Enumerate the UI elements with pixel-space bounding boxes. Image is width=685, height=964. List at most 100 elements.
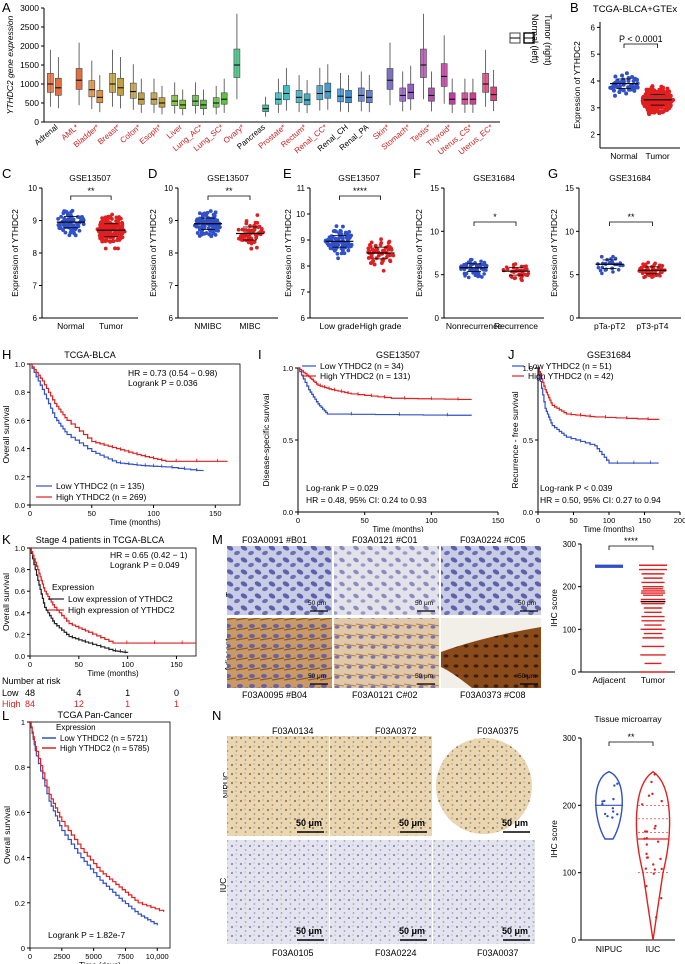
km-ytick-label: 1.0 bbox=[15, 360, 25, 369]
n-dot-iuc bbox=[653, 773, 656, 776]
dot-group2 bbox=[249, 241, 254, 246]
j-hr: HR = 0.50, 95% CI: 0.27 to 0.94 bbox=[540, 495, 661, 505]
m-ytick-label: 100 bbox=[563, 625, 577, 634]
dot-group2 bbox=[105, 238, 109, 243]
panel-label-d: D bbox=[148, 166, 158, 181]
dot-group1 bbox=[482, 272, 486, 276]
km-ytick-label: 0.0 bbox=[15, 501, 25, 510]
n-ytick-label: 100 bbox=[563, 869, 577, 878]
dot-group1 bbox=[208, 229, 213, 233]
ytick-label: 6 bbox=[33, 314, 38, 323]
dot-group1 bbox=[66, 211, 70, 216]
panel-m: F03A0091 #B01 F03A0121 #C01 F03A0224 #C0… bbox=[212, 532, 685, 708]
ytick-label: 8 bbox=[33, 249, 38, 258]
dot-group2 bbox=[511, 266, 516, 270]
m-top-id-2: F03A0121 #C01 bbox=[352, 535, 418, 545]
km-ytick-label: 0.5 bbox=[283, 436, 293, 445]
dot-group2 bbox=[103, 246, 108, 251]
x-category-label: Recurrence bbox=[494, 321, 538, 331]
a-box bbox=[482, 73, 489, 93]
dot-group1 bbox=[604, 267, 609, 272]
n-top-id-3: F03A0375 bbox=[477, 726, 519, 736]
i-legend-low: Low YTHDC2 (n = 34) bbox=[320, 361, 404, 371]
panel-label-c: C bbox=[2, 166, 12, 181]
km-xtick-label: 7500 bbox=[117, 952, 134, 961]
a-box bbox=[171, 94, 179, 106]
dot-group2 bbox=[659, 90, 664, 95]
dot-group1 bbox=[336, 256, 340, 261]
km-xtick-label: 100 bbox=[603, 516, 616, 525]
k-risk-low-count: 4 bbox=[76, 688, 81, 698]
dot-group1 bbox=[197, 211, 202, 216]
l-legend-title: Expression bbox=[56, 723, 96, 732]
a-ytick-label: 0 bbox=[34, 117, 39, 127]
panel-e-scatter: GSE13507 6 7 8 9 10 11 Expression of YTHDC2 Low … bbox=[283, 173, 408, 331]
dot-group2 bbox=[257, 224, 262, 229]
n-dot-nipuc bbox=[611, 816, 614, 819]
dot-group2 bbox=[254, 234, 259, 238]
k-risk-low-count: 48 bbox=[25, 688, 35, 698]
dot-group1 bbox=[56, 216, 61, 221]
n-dot-nipuc bbox=[603, 799, 606, 803]
dot-group1 bbox=[67, 233, 72, 238]
dot-group1 bbox=[335, 251, 340, 256]
dot-group2 bbox=[663, 101, 668, 106]
l-logrank: Logrank P = 1.82e-7 bbox=[48, 930, 125, 940]
y-axis-label: Expression of YTHDC2 bbox=[414, 209, 424, 297]
plot-title: GSE13507 bbox=[69, 173, 111, 183]
dot-group2 bbox=[366, 246, 371, 251]
dot-group2 bbox=[642, 275, 646, 280]
ytick-label: 9 bbox=[301, 236, 306, 245]
dot-group1 bbox=[202, 211, 207, 216]
a-box bbox=[295, 90, 303, 104]
dot-group2 bbox=[247, 237, 252, 242]
km-ylabel: Overall survival bbox=[1, 405, 11, 463]
m-scale-5: 50 μm bbox=[415, 673, 434, 680]
km-ytick-label: 0.0 bbox=[523, 508, 533, 517]
dot-group1 bbox=[598, 268, 603, 273]
dot-group2 bbox=[376, 253, 381, 258]
dot-group1 bbox=[210, 218, 215, 223]
ytick-label: 11 bbox=[297, 184, 306, 193]
dot-group2 bbox=[106, 223, 111, 228]
a-box bbox=[47, 73, 54, 93]
n-scale-1: 50 μm bbox=[296, 818, 323, 828]
dot-group2 bbox=[381, 259, 385, 263]
k-legend-high: High expression of YTHDC2 bbox=[68, 605, 175, 615]
dot-group2 bbox=[391, 253, 396, 258]
dot-group1 bbox=[626, 79, 631, 84]
n-violin-iuc bbox=[635, 770, 671, 941]
dot-group2 bbox=[659, 84, 664, 89]
sig-bracket bbox=[70, 195, 112, 200]
km-ytick-label: 1.0 bbox=[523, 364, 533, 373]
x-category-label: Low grade bbox=[320, 321, 360, 331]
n-dot-iuc bbox=[644, 867, 648, 870]
dot-group1 bbox=[613, 256, 618, 261]
dot-group2 bbox=[108, 232, 113, 237]
n-img-iuc-2 bbox=[330, 840, 432, 944]
dot-group2 bbox=[667, 102, 672, 107]
km-xtick-label: 50 bbox=[360, 516, 368, 525]
dot-group2 bbox=[244, 228, 248, 232]
panel-label-g: G bbox=[548, 166, 559, 181]
dot-group1 bbox=[69, 210, 74, 214]
legend-normal-left: Normal (left) bbox=[530, 14, 540, 64]
dot-group2 bbox=[388, 259, 393, 264]
n-top-id-2: F03A0372 bbox=[375, 726, 417, 736]
n-dot-iuc bbox=[652, 872, 655, 875]
n-scale-3: 50 μm bbox=[502, 818, 529, 828]
n-ytick-label: 0 bbox=[572, 936, 577, 945]
km-ytick-label: 1 bbox=[21, 718, 25, 727]
legend-tumor-right: Tumor (right) bbox=[543, 14, 553, 66]
n-dot-nipuc bbox=[613, 784, 616, 787]
l-legend-low: Low YTHDC2 (n = 5721) bbox=[60, 734, 148, 743]
km-curve-low bbox=[538, 367, 659, 464]
m-img-adjacent-2 bbox=[334, 618, 439, 688]
km-ytick-label: 0.2 bbox=[15, 899, 25, 908]
km-xtick-label: 150 bbox=[492, 516, 505, 525]
dot-group1 bbox=[330, 242, 335, 247]
a-box bbox=[129, 82, 137, 99]
ytick-label: 9 bbox=[169, 217, 174, 226]
ytick-label: 7 bbox=[33, 282, 38, 291]
n-dot-iuc bbox=[645, 852, 648, 856]
